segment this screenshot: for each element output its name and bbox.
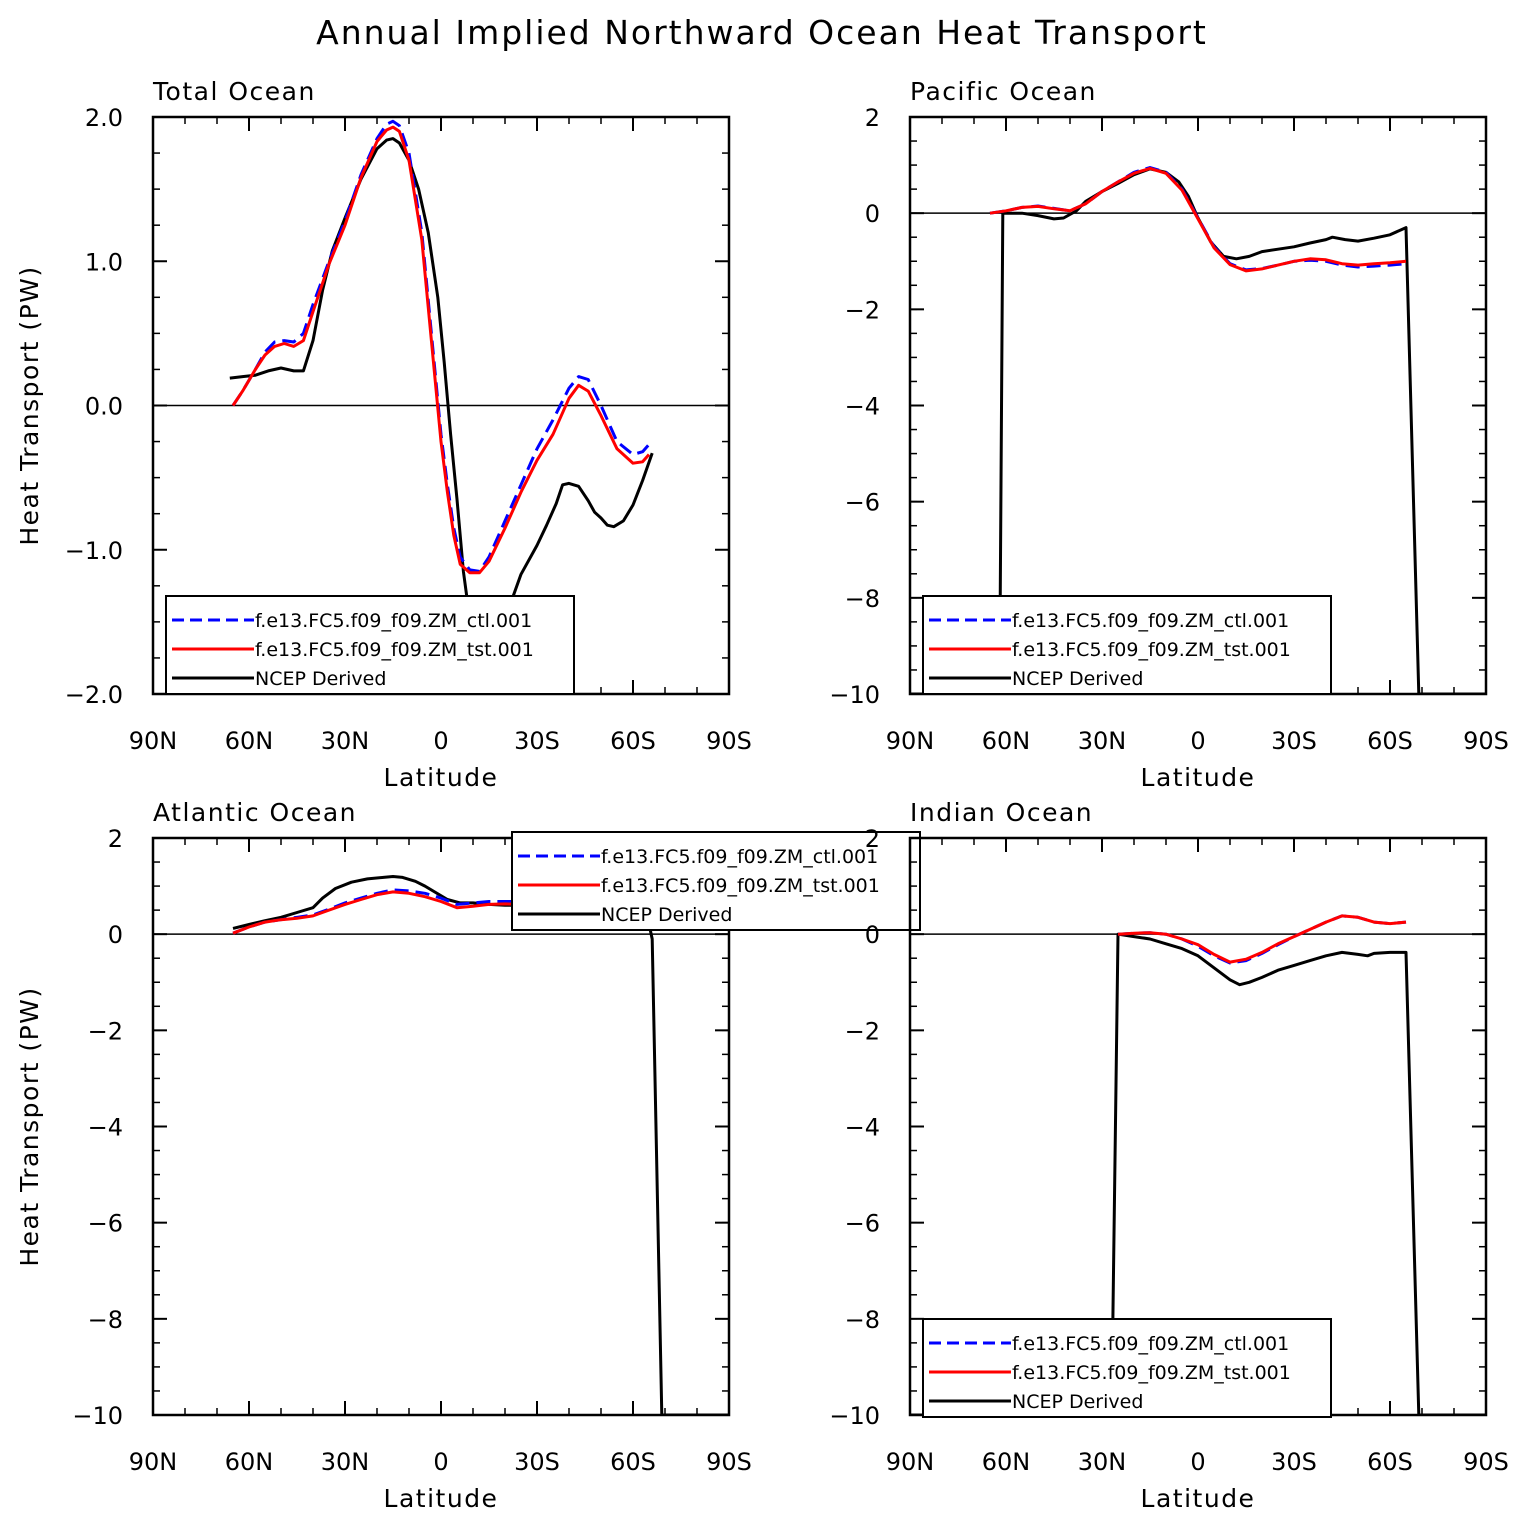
y-tick-label: −6 — [88, 1210, 123, 1238]
legend-label: f.e13.FC5.f09_f09.ZM_tst.001 — [1012, 1362, 1291, 1384]
y-tick-label: 2.0 — [85, 104, 123, 132]
x-tick-label: 30N — [321, 727, 370, 755]
x-tick-label: 0 — [1190, 727, 1205, 755]
figure-title: Annual Implied Northward Ocean Heat Tran… — [316, 13, 1208, 52]
panel-title: Pacific Ocean — [910, 77, 1097, 106]
series-line-ncep-derived — [232, 875, 729, 1415]
legend-label: NCEP Derived — [1012, 668, 1143, 690]
y-tick-label: −2 — [88, 1017, 123, 1045]
y-tick-label: 2 — [865, 825, 880, 853]
x-tick-label: 60S — [610, 727, 656, 755]
x-tick-label: 90S — [1463, 727, 1509, 755]
x-axis-label: Latitude — [384, 1484, 499, 1513]
panel-total-ocean: 90N 60N 30N 0 30S 60S 90S −2.0 −1.0 0.0 1.0 2.0 Tota… — [15, 77, 752, 792]
legend-label: f.e13.FC5.f09_f09.ZM_tst.001 — [255, 639, 534, 661]
x-tick-label: 60N — [982, 1448, 1031, 1476]
legend-label: NCEP Derived — [601, 904, 732, 926]
y-tick-label: −4 — [845, 1114, 880, 1142]
legend-label: NCEP Derived — [255, 668, 386, 690]
series-line-f-e13-fc5-f09-f09-zm-tst-001 — [989, 166, 1407, 273]
x-tick-label: 60N — [225, 727, 274, 755]
x-tick-label: 0 — [433, 1448, 448, 1476]
x-tick-label: 30S — [514, 1448, 560, 1476]
legend-label: f.e13.FC5.f09_f09.ZM_ctl.001 — [1012, 1333, 1289, 1355]
legend-label: NCEP Derived — [1012, 1391, 1143, 1413]
x-tick-label: 90N — [129, 727, 178, 755]
legend-label: f.e13.FC5.f09_f09.ZM_tst.001 — [601, 875, 880, 897]
x-tick-label: 60S — [1367, 727, 1413, 755]
x-axis-label: Latitude — [384, 763, 499, 792]
panel-title: Total Ocean — [152, 77, 316, 106]
y-tick-label: 2 — [865, 104, 880, 132]
x-tick-label: 30N — [1078, 1448, 1127, 1476]
panel-pacific-ocean: 90N 60N 30N 0 30S 60S 90S −10 −8 −6 −4 −2 0 2 Pacific … — [829, 77, 1509, 792]
x-tick-label: 0 — [1190, 1448, 1205, 1476]
y-tick-label: 0 — [865, 200, 880, 228]
y-tick-label: −2 — [845, 1017, 880, 1045]
panel-title: Indian Ocean — [910, 798, 1093, 827]
y-tick-label: 1.0 — [85, 248, 123, 276]
x-tick-label: 30N — [1078, 727, 1127, 755]
legend-label: f.e13.FC5.f09_f09.ZM_ctl.001 — [255, 610, 532, 632]
y-tick-label: −10 — [72, 1402, 123, 1430]
series-line-f-e13-fc5-f09-f09-zm-tst-001 — [1117, 914, 1407, 964]
y-tick-label: 0 — [865, 921, 880, 949]
legend: f.e13.FC5.f09_f09.ZM_ctl.001 f.e13.FC5.f0… — [922, 1318, 1332, 1418]
y-tick-label: −10 — [829, 681, 880, 709]
x-tick-label: 90N — [886, 1448, 935, 1476]
x-tick-label: 0 — [433, 727, 448, 755]
x-tick-label: 90N — [129, 1448, 178, 1476]
legend-label: f.e13.FC5.f09_f09.ZM_ctl.001 — [601, 846, 878, 868]
y-tick-label: −8 — [845, 585, 880, 613]
plot-frame — [151, 836, 731, 1417]
y-tick-label: −4 — [845, 393, 880, 421]
x-tick-label: 30S — [1271, 727, 1317, 755]
y-tick-label: −6 — [845, 1210, 880, 1238]
legend: f.e13.FC5.f09_f09.ZM_ctl.001 f.e13.FC5.f0… — [165, 595, 575, 695]
legend: f.e13.FC5.f09_f09.ZM_ctl.001 f.e13.FC5.f0… — [922, 595, 1332, 695]
panel-title: Atlantic Ocean — [153, 798, 357, 827]
x-tick-label: 90S — [706, 1448, 752, 1476]
y-tick-label: 0.0 — [85, 393, 123, 421]
x-tick-label: 90S — [1463, 1448, 1509, 1476]
x-tick-label: 60N — [982, 727, 1031, 755]
x-tick-label: 30N — [321, 1448, 370, 1476]
x-axis-label: Latitude — [1141, 763, 1256, 792]
x-tick-label: 90N — [886, 727, 935, 755]
x-tick-label: 60N — [225, 1448, 274, 1476]
y-tick-label: 2 — [108, 825, 123, 853]
x-tick-label: 90S — [706, 727, 752, 755]
series-line-f-e13-fc5-f09-f09-zm-tst-001 — [231, 125, 651, 575]
y-tick-label: −1.0 — [65, 537, 123, 565]
y-axis-label: Heat Transport (PW) — [15, 265, 44, 545]
legend: f.e13.FC5.f09_f09.ZM_ctl.001 f.e13.FC5.f0… — [511, 831, 921, 931]
panel-atlantic-ocean: 90N 60N 30N 0 30S 60S 90S −10 −8 −6 −4 −2 0 2 Atlantic… — [15, 798, 921, 1513]
x-tick-label: 60S — [610, 1448, 656, 1476]
y-tick-label: −10 — [829, 1402, 880, 1430]
x-tick-label: 30S — [1271, 1448, 1317, 1476]
series-line-ncep-derived — [910, 932, 1486, 1415]
x-axis-label: Latitude — [1141, 1484, 1256, 1513]
y-axis-label: Heat Transport (PW) — [15, 986, 44, 1266]
y-tick-label: 0 — [108, 921, 123, 949]
y-tick-label: −4 — [88, 1114, 123, 1142]
legend-label: f.e13.FC5.f09_f09.ZM_tst.001 — [1012, 639, 1291, 661]
y-tick-label: −8 — [88, 1306, 123, 1334]
y-tick-label: −2.0 — [65, 681, 123, 709]
x-tick-label: 60S — [1367, 1448, 1413, 1476]
panel-indian-ocean: 90N 60N 30N 0 30S 60S 90S −10 −8 −6 −4 −2 0 2 Indian O… — [829, 798, 1509, 1513]
y-tick-label: −8 — [845, 1306, 880, 1334]
y-tick-label: −2 — [845, 296, 880, 324]
legend-label: f.e13.FC5.f09_f09.ZM_ctl.001 — [1012, 610, 1289, 632]
x-tick-label: 30S — [514, 727, 560, 755]
series-line-ncep-derived — [229, 137, 654, 653]
y-tick-label: −6 — [845, 489, 880, 517]
